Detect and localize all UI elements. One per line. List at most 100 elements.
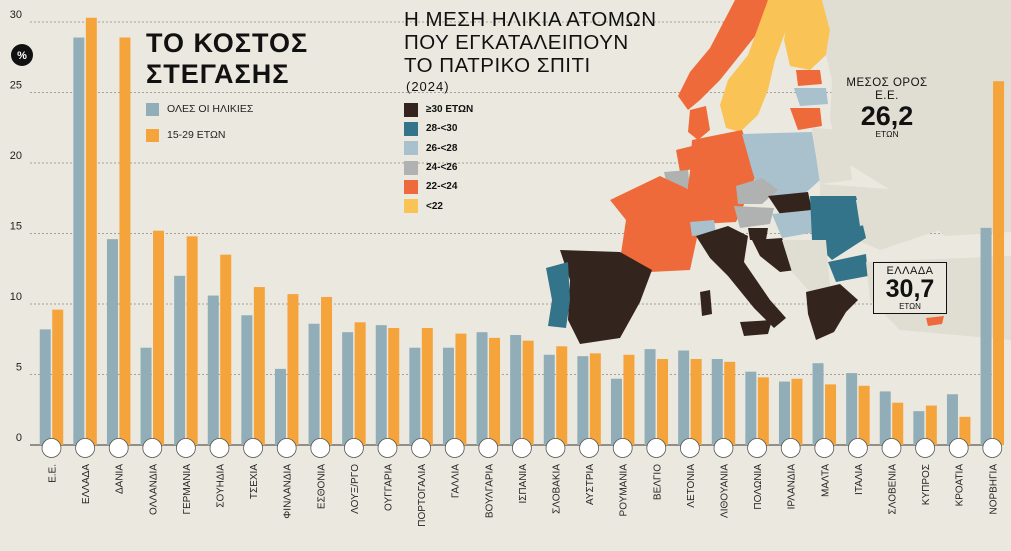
map-czechia <box>736 178 778 204</box>
legend-swatch <box>146 128 159 142</box>
map-latvia <box>794 88 828 106</box>
map-norway <box>678 0 768 110</box>
map-estonia <box>796 70 822 86</box>
legend-label: ΟΛΕΣ ΟΙ ΗΛΙΚΙΕΣ <box>167 103 254 115</box>
chart-bars <box>39 17 1005 446</box>
percent-badge: % <box>11 44 33 66</box>
legend-swatch <box>404 141 418 156</box>
flag-icon <box>814 438 835 458</box>
flag-icon <box>848 438 868 458</box>
x-tick-label: ΑΥΣΤΡΙΑ <box>585 464 596 505</box>
legend-swatch <box>146 102 159 116</box>
legend-label: <22 <box>426 200 443 212</box>
flag-icon <box>142 438 163 458</box>
map-title-line3: ΤΟ ΠΑΤΡΙΚΟ ΣΠΙΤΙ <box>404 54 591 77</box>
chart-title: ΤΟ ΚΟΣΤΟΣ ΣΤΕΓΑΣΗΣ <box>146 28 308 90</box>
flag-icon <box>680 438 700 458</box>
bar-all-ages <box>812 363 824 445</box>
bar-all-ages <box>140 347 152 445</box>
flag-icon <box>982 438 1003 458</box>
x-tick-label: Ε.Ε. <box>48 464 59 483</box>
x-tick-label: ΣΛΟΒΕΝΙΑ <box>888 464 899 515</box>
bar-15-29 <box>589 353 601 445</box>
flag-icon <box>108 438 129 458</box>
chart-title-line2: ΣΤΕΓΑΣΗΣ <box>146 59 290 89</box>
bar-all-ages <box>39 329 51 445</box>
legend-item-all-ages: ΟΛΕΣ ΟΙ ΗΛΙΚΙΕΣ <box>146 96 253 122</box>
bar-15-29 <box>993 81 1005 445</box>
y-tick-label: 30 <box>10 9 22 21</box>
flag-icon <box>243 438 264 458</box>
bar-all-ages <box>980 227 992 445</box>
bar-15-29 <box>724 361 736 445</box>
y-tick-label: 20 <box>10 150 22 162</box>
bar-all-ages <box>308 323 320 445</box>
x-tick-label: ΡΟΥΜΑΝΙΑ <box>619 464 630 517</box>
legend-swatch <box>404 199 418 214</box>
bar-15-29 <box>925 405 937 445</box>
flag-icon <box>713 438 734 458</box>
map-slovenia <box>748 228 768 240</box>
map-legend-item: 24-<26 <box>404 158 473 177</box>
flag-icon <box>175 438 196 458</box>
flag-icon <box>310 438 331 458</box>
bar-all-ages <box>442 347 454 445</box>
bar-15-29 <box>85 17 97 446</box>
x-tick-label: ΙΡΛΑΝΔΙΑ <box>787 464 798 510</box>
bar-15-29 <box>421 327 433 445</box>
flag-icon <box>881 438 902 458</box>
y-tick-label: 0 <box>16 432 22 444</box>
flag-icon <box>915 438 935 458</box>
bar-15-29 <box>455 333 467 445</box>
bar-all-ages <box>946 394 958 445</box>
map-austria <box>734 206 774 228</box>
x-axis-labels: Ε.Ε. ΕΛΛΑΔΑ ΔΑΝΙΑ ΟΛΛΑΝΔΙΑ ΓΕΡΜΑΝΙΑ ΣΟΥΗΔΙΑ ΤΣ… <box>48 464 1000 527</box>
bar-all-ages <box>174 275 186 445</box>
flag-icon <box>512 438 532 458</box>
x-tick-label: ΦΙΝΛΑΝΔΙΑ <box>283 464 294 519</box>
x-tick-label: ΔΑΝΙΑ <box>115 464 126 494</box>
bar-all-ages <box>543 354 555 445</box>
map-belarus <box>812 128 852 184</box>
bar-all-ages <box>73 37 85 445</box>
map-sweden <box>720 0 790 132</box>
y-tick-label: 10 <box>10 291 22 303</box>
map-title-line1: Η ΜΕΣΗ ΗΛΙΚΙΑ ΑΤΟΜΩΝ <box>404 8 657 31</box>
x-tick-label: ΕΣΘΟΝΙΑ <box>316 464 327 509</box>
flag-icon <box>780 438 801 458</box>
y-tick-label: 5 <box>16 362 22 374</box>
legend-label: 26-<28 <box>426 142 458 154</box>
bar-15-29 <box>657 358 669 445</box>
x-tick-label: ΣΟΥΗΔΙΑ <box>216 464 227 508</box>
x-tick-label: ΠΟΛΩΝΙΑ <box>753 464 764 510</box>
bar-all-ages <box>106 239 118 445</box>
bar-all-ages <box>476 332 488 445</box>
x-tick-label: ΒΕΛΓΙΟ <box>652 464 663 500</box>
bar-all-ages <box>711 358 723 445</box>
bar-all-ages <box>745 371 757 445</box>
legend-swatch <box>404 102 418 117</box>
eu-average-label: ΜΕΣΟΣ ΟΡΟΣ <box>846 77 928 89</box>
bar-all-ages <box>510 335 522 445</box>
map-legend-item: 28-<30 <box>404 119 473 138</box>
x-tick-label: ΣΛΟΒΑΚΙΑ <box>552 464 563 514</box>
flag-icon <box>75 438 95 458</box>
x-tick-label: ΓΑΛΛΙΑ <box>451 464 462 498</box>
flag-icon <box>411 438 432 458</box>
bar-all-ages <box>879 391 891 445</box>
map-russia-north <box>822 0 1011 236</box>
bar-all-ages <box>577 356 589 445</box>
map-spain <box>560 250 652 344</box>
flag-icon <box>444 438 465 458</box>
x-tick-label: ΒΟΥΛΓΑΡΙΑ <box>484 464 495 518</box>
x-tick-label: ΛΙΘΟΥΑΝΙΑ <box>720 464 731 518</box>
bar-15-29 <box>52 309 64 445</box>
bar-15-29 <box>354 322 366 445</box>
legend-label: 24-<26 <box>426 162 458 174</box>
bar-15-29 <box>253 287 265 445</box>
x-tick-label: ΚΥΠΡΟΣ <box>921 464 932 505</box>
bar-15-29 <box>757 377 769 445</box>
bar-all-ages <box>241 315 253 445</box>
